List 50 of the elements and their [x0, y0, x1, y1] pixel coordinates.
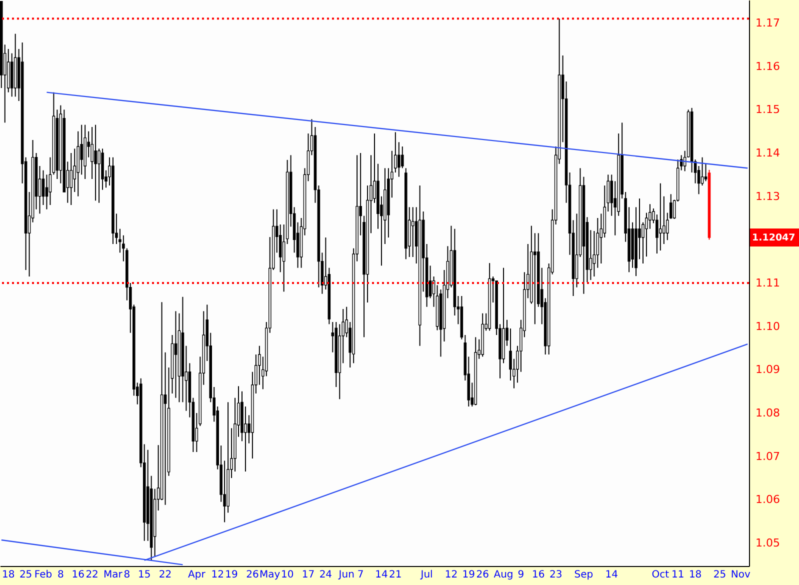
x-tick-label: 26 [476, 570, 489, 580]
y-tick-label: 1.17 [756, 16, 780, 30]
x-tick-label: Aug [494, 570, 514, 580]
x-tick-label: 8 [124, 570, 130, 580]
y-tick-label: 1.05 [756, 536, 780, 550]
x-tick-label: 8 [57, 570, 64, 580]
x-tick-label: 24 [319, 570, 332, 580]
y-tick-label: 1.09 [756, 363, 780, 376]
x-tick-label: 15 [138, 570, 151, 580]
x-tick-label: 21 [389, 570, 402, 580]
y-tick-label: 1.08 [756, 406, 780, 420]
x-tick-label: 18 [2, 570, 15, 580]
x-tick-label: 19 [462, 570, 476, 580]
x-tick-label: 22 [158, 570, 172, 580]
x-tick-label: 7 [357, 570, 364, 580]
x-tick-label: 18 [688, 570, 702, 580]
y-tick-label: 1.06 [756, 493, 780, 506]
x-tick-label: Sep [574, 570, 594, 580]
x-tick-label: 25 [19, 570, 32, 580]
x-tick-label: 10 [280, 570, 294, 580]
x-tick-label: May [260, 570, 280, 580]
x-tick-label: 11 [672, 570, 684, 580]
y-tick-label: 1.11 [756, 276, 780, 290]
y-tick-label: 1.10 [756, 320, 780, 333]
y-tick-label: 1.07 [756, 450, 780, 463]
y-tick-label: 1.16 [756, 60, 780, 73]
x-tick-label: Apr [188, 570, 206, 580]
x-tick-label: 22 [86, 570, 98, 580]
y-tick-label: 1.15 [756, 103, 780, 116]
x-tick-label: Oct [652, 570, 670, 580]
x-tick-label: Nov [730, 570, 750, 580]
x-tick-label: 14 [605, 570, 618, 580]
x-tick-label: 17 [302, 570, 315, 580]
x-tick-label: 9 [518, 570, 524, 580]
x-tick-label: Mar [104, 570, 124, 580]
x-tick-label: 12 [444, 570, 458, 580]
y-tick-label: 1.13 [756, 190, 780, 203]
x-tick-label: Feb [34, 570, 52, 580]
y-tick-label: 1.14 [756, 146, 780, 160]
x-tick-label: Jul [420, 570, 433, 580]
x-tick-label: 19 [225, 570, 238, 580]
x-tick-label: 12 [211, 570, 224, 580]
x-tick-label: 16 [72, 570, 84, 580]
text: 1.12047 [752, 232, 796, 244]
x-tick-label: 25 [713, 570, 726, 580]
x-tick-label: 14 [375, 570, 388, 580]
x-tick-label: 16 [532, 570, 545, 580]
x-tick-label: 23 [549, 570, 562, 580]
x-tick-label: Jun [338, 570, 354, 580]
x-tick-label: 26 [246, 570, 259, 580]
